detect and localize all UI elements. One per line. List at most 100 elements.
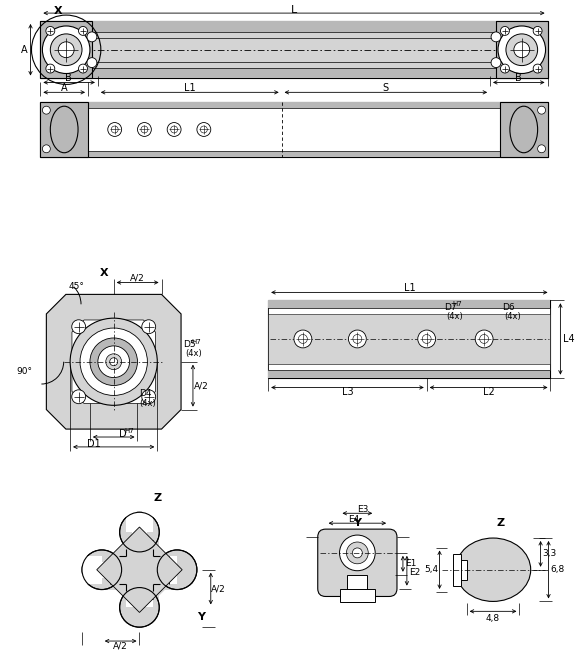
Circle shape: [108, 122, 122, 136]
Bar: [126, 587, 153, 607]
Circle shape: [349, 330, 366, 348]
Bar: [123, 572, 159, 613]
Circle shape: [79, 64, 87, 73]
Bar: [40, 151, 548, 157]
Bar: [82, 562, 126, 577]
Text: 5,4: 5,4: [425, 565, 439, 574]
Text: L2: L2: [482, 387, 495, 397]
Bar: [157, 556, 177, 583]
Bar: [268, 308, 551, 370]
Circle shape: [142, 320, 155, 334]
Bar: [132, 583, 147, 607]
Circle shape: [82, 550, 122, 589]
Bar: [100, 554, 141, 589]
Bar: [496, 21, 548, 78]
Text: Y: Y: [353, 518, 361, 529]
Bar: [92, 68, 496, 78]
Circle shape: [79, 27, 87, 35]
Text: D4: D4: [139, 389, 152, 398]
Circle shape: [70, 318, 157, 405]
Polygon shape: [97, 527, 182, 612]
Circle shape: [110, 358, 118, 366]
Bar: [453, 554, 462, 585]
Text: A/2: A/2: [113, 642, 128, 650]
Circle shape: [46, 27, 55, 35]
Bar: [126, 512, 153, 532]
Circle shape: [501, 27, 509, 35]
Circle shape: [501, 64, 509, 73]
Circle shape: [90, 338, 137, 385]
Circle shape: [491, 58, 501, 68]
Text: A/2: A/2: [193, 381, 208, 390]
Bar: [500, 102, 548, 157]
Circle shape: [120, 587, 159, 627]
Circle shape: [42, 26, 90, 74]
Text: S: S: [383, 84, 389, 94]
Text: X: X: [54, 6, 62, 16]
Bar: [268, 314, 551, 364]
Bar: [268, 300, 551, 377]
Text: 45°: 45°: [68, 282, 84, 291]
Circle shape: [475, 330, 493, 348]
Bar: [141, 554, 183, 589]
Text: D: D: [119, 429, 126, 439]
Text: E2: E2: [409, 568, 420, 577]
Text: B: B: [65, 74, 72, 84]
Polygon shape: [86, 516, 193, 624]
Bar: [92, 21, 496, 32]
Text: A: A: [22, 45, 28, 55]
Text: D7: D7: [445, 303, 457, 312]
Circle shape: [46, 64, 55, 73]
Ellipse shape: [456, 538, 531, 601]
Text: 6,8: 6,8: [551, 565, 565, 574]
Polygon shape: [47, 294, 181, 429]
Text: L1: L1: [184, 84, 196, 94]
Text: E1: E1: [405, 559, 417, 568]
Circle shape: [294, 330, 312, 348]
Text: X: X: [100, 268, 108, 278]
Circle shape: [506, 34, 538, 66]
Text: D5: D5: [183, 341, 196, 349]
Circle shape: [167, 122, 181, 136]
Circle shape: [339, 535, 375, 571]
Circle shape: [42, 145, 50, 153]
Circle shape: [72, 390, 86, 403]
Bar: [132, 512, 147, 556]
Circle shape: [538, 106, 545, 114]
Text: E3: E3: [357, 505, 369, 514]
Ellipse shape: [510, 106, 538, 153]
Bar: [40, 102, 88, 157]
Bar: [82, 556, 102, 583]
Bar: [40, 102, 548, 108]
Text: Y: Y: [197, 612, 205, 622]
Circle shape: [42, 106, 50, 114]
Bar: [347, 575, 367, 602]
Text: H7: H7: [452, 301, 462, 307]
Bar: [339, 589, 375, 602]
Text: 3,3: 3,3: [542, 549, 556, 559]
Bar: [123, 530, 159, 572]
Text: L3: L3: [342, 387, 353, 397]
Text: D1: D1: [87, 439, 101, 449]
Text: A/2: A/2: [211, 584, 226, 593]
Text: B: B: [516, 74, 522, 84]
Bar: [153, 562, 177, 577]
Text: (4x): (4x): [185, 349, 202, 359]
Polygon shape: [100, 530, 183, 613]
Bar: [268, 300, 551, 308]
Text: (4x): (4x): [504, 312, 521, 320]
Text: L: L: [291, 5, 297, 15]
Text: Z: Z: [153, 494, 161, 503]
Circle shape: [137, 122, 151, 136]
Circle shape: [87, 58, 97, 68]
Text: E4: E4: [348, 514, 359, 524]
Text: Z: Z: [497, 518, 505, 529]
Text: (4x): (4x): [139, 399, 156, 408]
Bar: [88, 108, 500, 151]
Text: H7: H7: [125, 428, 134, 434]
Ellipse shape: [50, 106, 78, 153]
Circle shape: [533, 64, 542, 73]
Polygon shape: [72, 320, 155, 403]
Text: L1: L1: [403, 284, 415, 294]
Text: 4,8: 4,8: [486, 613, 500, 623]
